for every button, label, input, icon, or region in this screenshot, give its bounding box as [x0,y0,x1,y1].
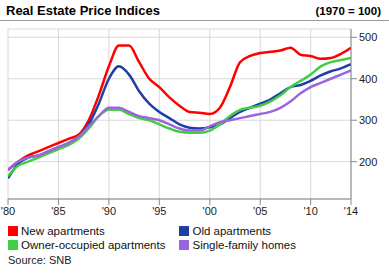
svg-text:'85: '85 [51,205,65,217]
svg-text:'00: '00 [203,205,217,217]
html-text:New apartments: New apartments [21,225,105,237]
svg-text:'05: '05 [253,205,267,217]
svg-text:'90: '90 [102,205,116,217]
html-text:Source: SNB: Source: SNB [8,254,72,266]
svg-text:'80: '80 [8,205,15,217]
svg-text:500: 500 [359,31,377,43]
svg-text:'10: '10 [303,205,317,217]
html-text:Single-family homes: Single-family homes [192,239,296,251]
svg-text:200: 200 [359,156,377,168]
html-text:Owner-occupied apartments: Owner-occupied apartments [21,239,166,251]
svg-text:'14: '14 [344,205,358,217]
svg-text:300: 300 [359,114,377,126]
svg-text:400: 400 [359,73,377,85]
html-text:Real Estate Price Indices: Real Estate Price Indices [6,3,160,18]
html-text:Old apartments: Old apartments [192,225,272,237]
html-text:(1970 = 100): (1970 = 100) [315,5,381,17]
svg-text:'95: '95 [152,205,166,217]
